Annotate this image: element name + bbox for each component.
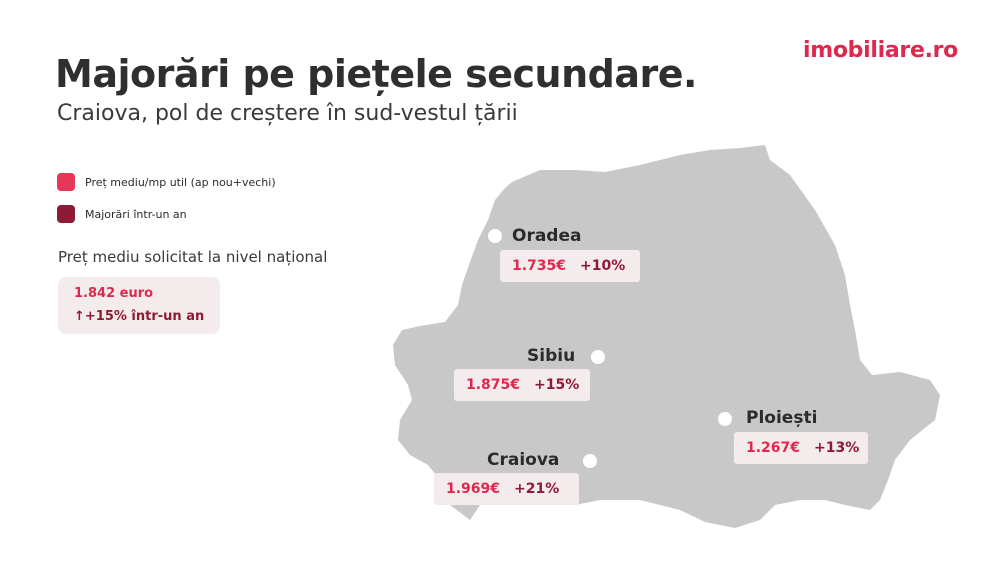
city-name-sibiu: Sibiu <box>527 346 576 366</box>
imobiliare-logo: imobiliare.ro <box>803 38 958 63</box>
legend-label-change: Majorări într-un an <box>85 207 187 221</box>
city-label-oradea: 1.735€ +10% <box>500 250 640 282</box>
legend-item-change: Majorări într-un an <box>57 204 276 224</box>
city-marker-sibiu <box>591 350 605 364</box>
legend-item-price: Preț mediu/mp util (ap nou+vechi) <box>57 172 276 192</box>
city-change-sibiu: +15% <box>534 377 580 393</box>
page-title: Majorări pe piețele secundare. <box>55 52 697 96</box>
city-label-sibiu: 1.875€ +15% <box>454 369 590 401</box>
city-name-ploiesti: Ploiești <box>746 408 818 428</box>
city-change-ploiesti: +13% <box>814 440 860 456</box>
city-change-oradea: +10% <box>580 258 626 274</box>
city-label-ploiesti: 1.267€ +13% <box>734 432 868 464</box>
city-change-craiova: +21% <box>514 481 560 497</box>
national-average-label: Preț mediu solicitat la nivel național <box>58 248 328 266</box>
city-label-craiova: 1.969€ +21% <box>434 473 579 505</box>
legend-swatch-price <box>57 173 75 191</box>
city-marker-craiova <box>583 454 597 468</box>
city-name-craiova: Craiova <box>487 450 560 470</box>
city-marker-ploiesti <box>718 412 732 426</box>
city-name-oradea: Oradea <box>512 226 582 246</box>
legend-label-price: Preț mediu/mp util (ap nou+vechi) <box>85 175 276 189</box>
legend: Preț mediu/mp util (ap nou+vechi) Majoră… <box>57 172 276 236</box>
national-change: ↑+15% într-un an <box>74 309 205 324</box>
national-average-box: 1.842 euro ↑+15% într-un an <box>58 277 220 334</box>
page-subtitle: Craiova, pol de creștere în sud-vestul ț… <box>57 101 518 126</box>
city-price-oradea: 1.735€ <box>512 258 567 274</box>
legend-swatch-change <box>57 205 75 223</box>
city-price-craiova: 1.969€ <box>446 481 501 497</box>
romania-country-shape <box>393 145 940 528</box>
city-price-ploiesti: 1.267€ <box>746 440 801 456</box>
city-price-sibiu: 1.875€ <box>466 377 521 393</box>
city-marker-oradea <box>488 229 502 243</box>
national-price: 1.842 euro <box>74 286 154 301</box>
